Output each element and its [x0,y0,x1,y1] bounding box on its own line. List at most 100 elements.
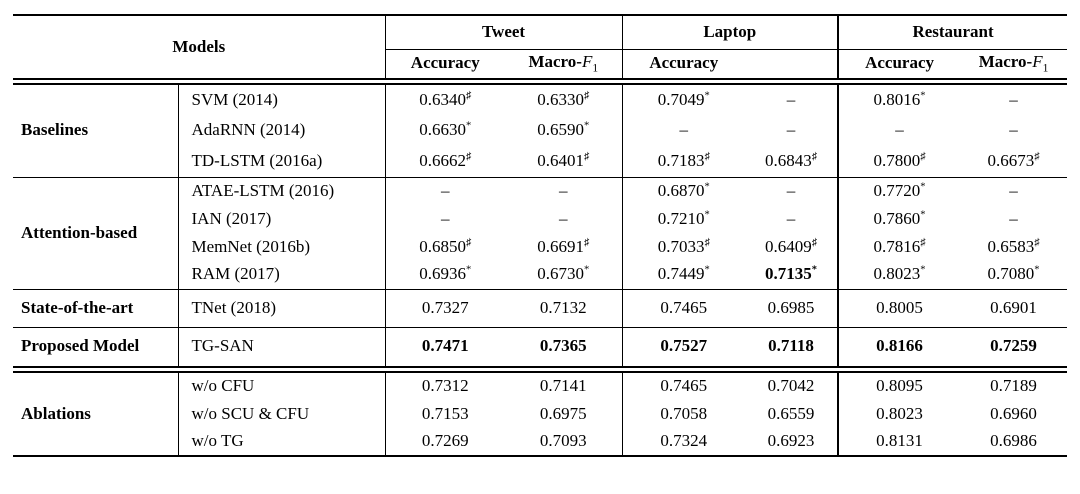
metric-cell: 0.6730* [505,261,622,289]
metric-cell: 0.6870* [621,176,746,205]
metric-value: 0.6923 [767,431,815,451]
metric-value: – [1009,208,1018,228]
metric-value: 0.7118 [768,336,814,356]
metric-value: 0.6870 [657,180,705,200]
metric-cell: 0.7269 [384,428,506,456]
table-row: Proposed Model TG-SAN 0.7471 0.7365 0.75… [13,326,1068,367]
metric-value: 0.8023 [876,403,923,423]
significance-marker: * [704,90,710,101]
table-row: State-of-the-art TNet (2018) 0.7327 0.71… [13,288,1068,327]
metric-cell: 0.6986 [960,428,1067,456]
metric-value: 0.7269 [421,431,469,451]
metric-cell: 0.7527 [621,326,746,367]
metric-value: 0.6843 [765,150,812,170]
metric-cell: – [745,115,838,146]
metric-value: 0.7141 [539,376,587,396]
metric-cell: 0.7312 [384,372,506,400]
metric-value: 0.6691 [537,236,585,256]
metric-value: 0.7800 [873,150,921,170]
double-rule [13,366,1068,373]
metric-value: – [786,89,796,109]
group-label-cell: Ablations [21,403,91,423]
metric-value: 0.6401 [537,150,585,170]
metric-value: 0.7093 [539,431,587,451]
metric-value: 0.7860 [873,208,921,228]
metric-value: 0.6673 [987,150,1035,170]
metric-value: 0.7042 [767,376,815,396]
table-row: IAN (2017) – – 0.7210* – 0.7860* – [13,205,1067,233]
metric-value: 0.6986 [990,431,1037,451]
metric-cell: 0.8023* [837,261,961,289]
group-label-cell: Attention-based [13,176,178,289]
metric-cell: 0.6662♯ [384,146,506,177]
significance-marker: ♯ [584,90,590,101]
metric-value: 0.7312 [421,376,469,396]
metric-cell: – [745,84,838,115]
metric-value: – [679,120,689,140]
metric-cell: 0.6583♯ [960,233,1067,261]
metric-cell: 0.7135* [745,261,838,289]
metric-value: – [559,180,568,200]
model-name-cell: RAM (2017) [177,261,386,289]
metric-value: 0.7324 [660,431,708,451]
metric-cell: 0.6330♯ [505,84,622,115]
significance-marker: * [704,209,710,220]
metric-value: 0.6409 [765,236,812,256]
metric-cell: 0.6340♯ [384,84,506,115]
metric-value: – [786,180,796,200]
model-name-cell: w/o TG [177,428,386,456]
significance-marker: ♯ [466,237,472,248]
metric-value: 0.7327 [421,297,469,317]
metric-cell: 0.6673♯ [960,146,1067,177]
metric-value: 0.7465 [660,376,708,396]
group-label-cell: Baselines [21,120,89,140]
metric-value: 0.6590 [537,120,585,140]
metric-cell: 0.8005 [837,288,961,327]
metric-cell: – [960,115,1067,146]
metric-cell: 0.7471 [384,326,506,367]
significance-marker: ♯ [704,237,710,248]
metric-cell: – [384,176,506,205]
group-label-cell: State-of-the-art [13,288,178,327]
metric-value: 0.8023 [873,264,921,284]
significance-marker: * [584,120,590,132]
significance-marker: * [920,209,926,220]
metric-cell: – [960,205,1067,233]
metric-value: 0.7527 [660,336,708,356]
metric-cell: 0.7058 [621,400,746,428]
model-name-cell: SVM (2014) [177,84,386,115]
metric-cell: 0.8166 [837,326,961,367]
significance-marker: ♯ [704,151,710,163]
metric-value: – [441,208,450,228]
metric-value: 0.7058 [660,403,708,423]
table-row: w/o SCU & CFU 0.7153 0.6975 0.7058 0.655… [13,400,1067,428]
metric-cell: 0.6901 [960,288,1068,327]
metric-cell: – [837,115,961,146]
metric-value: – [1009,89,1018,109]
metric-value: 0.6340 [419,89,466,109]
significance-marker: * [811,264,818,276]
group-label-cell: Proposed Model [13,326,178,367]
metric-cell: 0.7033♯ [621,233,746,261]
metric-cell: 0.7327 [384,288,506,327]
col-header-tweet-accuracy: Accuracy [384,49,506,79]
macro-label: Macro- [528,51,582,71]
metric-value: 0.8005 [876,297,923,317]
table-row: RAM (2017) 0.6936* 0.6730* 0.7449 * 0.713… [13,261,1067,289]
table-row: w/o TG 0.7269 0.7093 0.7324 0.6923 0.813… [13,428,1067,456]
metric-cell: 0.6923 [745,428,838,456]
significance-marker: ♯ [920,237,926,248]
column-group-restaurant: Restaurant [837,15,1068,50]
metric-value: 0.7449 [657,264,705,284]
metric-cell: 0.8023 [837,400,961,428]
metric-cell: 0.7183♯ [621,146,746,177]
metric-cell: 0.6985 [745,288,839,327]
significance-marker: * [920,264,926,276]
metric-cell: 0.7132 [505,288,623,327]
col-header-laptop-blank [745,49,838,79]
metric-cell: 0.7816♯ [837,233,961,261]
metric-cell: 0.6936* [384,261,506,289]
significance-marker: ♯ [466,90,472,101]
double-rule [13,78,1068,85]
significance-marker: ♯ [1034,151,1040,163]
